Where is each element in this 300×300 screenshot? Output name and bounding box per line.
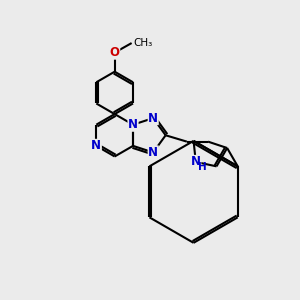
Text: N: N <box>91 140 101 152</box>
Text: O: O <box>110 46 120 59</box>
Text: N: N <box>191 155 201 168</box>
Text: N: N <box>128 118 138 131</box>
Text: H: H <box>198 162 207 172</box>
Text: CH₃: CH₃ <box>133 38 152 48</box>
Text: N: N <box>148 112 158 124</box>
Text: N: N <box>148 146 158 159</box>
